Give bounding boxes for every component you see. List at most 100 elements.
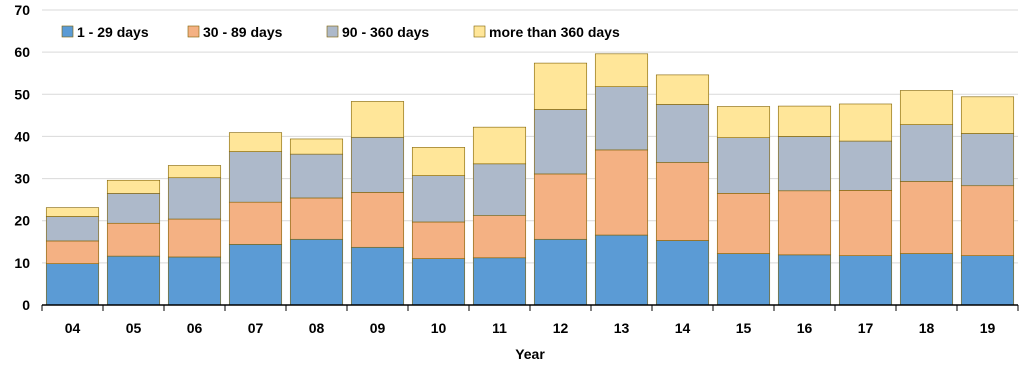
bar-segment: [228, 151, 283, 203]
bar-segment: [472, 163, 527, 216]
bar-segment: [45, 216, 100, 242]
legend-label: more than 360 days: [489, 24, 620, 40]
x-tick-label: 18: [919, 320, 935, 336]
legend: 1 - 29 days 30 - 89 days 90 - 360 days more…: [61, 24, 620, 40]
bars: [45, 53, 1015, 306]
bar-segment: [716, 193, 771, 254]
legend-label: 30 - 89 days: [203, 24, 283, 40]
x-tick-label: 15: [736, 320, 752, 336]
bar-segment: [350, 136, 405, 193]
x-tick-label: 11: [492, 320, 507, 336]
x-tick-label: 12: [553, 320, 569, 336]
bar-segment: [655, 162, 710, 241]
bar-segment: [594, 149, 649, 236]
x-tick-label: 14: [675, 320, 691, 336]
bar-segment: [899, 124, 954, 182]
legend-label: 1 - 29 days: [77, 24, 149, 40]
y-tick-label: 0: [22, 297, 30, 313]
bar-segment: [350, 101, 405, 138]
bar-segment: [533, 62, 588, 110]
bar-segment: [45, 207, 100, 217]
x-tick-label: 05: [126, 320, 142, 336]
bar-segment: [167, 218, 222, 258]
bar-segment: [106, 179, 161, 194]
bar-segment: [167, 165, 222, 179]
x-tick-label: 10: [431, 320, 447, 336]
bar-segment: [228, 132, 283, 152]
bar-segment: [533, 109, 588, 175]
bar-segment: [838, 255, 893, 306]
bar-segment: [228, 201, 283, 245]
x-tick-label: 06: [187, 320, 203, 336]
bar-segment: [655, 240, 710, 306]
bar-segment: [960, 185, 1015, 256]
y-tick-label: 30: [14, 171, 30, 187]
bar-segment: [655, 104, 710, 163]
bar-segment: [716, 137, 771, 194]
bar-segment: [411, 175, 466, 223]
bar-segment: [472, 215, 527, 259]
bar-segment: [533, 173, 588, 240]
bar-segment: [106, 222, 161, 257]
legend-swatch: [61, 25, 74, 38]
bar-segment: [594, 234, 649, 306]
bar-segment: [777, 105, 832, 137]
legend-swatch: [326, 25, 339, 38]
y-tick-label: 20: [14, 213, 30, 229]
axes: 0 10 20 30 40 50 60 70 04 05 06 07 08 09 10 11 12 13 14 15 1…: [14, 2, 1019, 336]
bar-segment: [960, 255, 1015, 306]
bar-segment: [350, 192, 405, 248]
x-tick-label: 08: [309, 320, 325, 336]
bar-segment: [350, 246, 405, 306]
x-tick-label: 17: [858, 320, 874, 336]
bar-segment: [594, 53, 649, 88]
bar-segment: [899, 253, 954, 306]
y-tick-label: 70: [14, 2, 30, 18]
x-tick-label: 07: [248, 320, 264, 336]
bar-segment: [289, 238, 344, 306]
bar-segment: [716, 106, 771, 138]
bar-segment: [655, 74, 710, 105]
bar-segment: [289, 138, 344, 155]
bar-segment: [777, 136, 832, 192]
y-tick-label: 10: [14, 255, 30, 271]
bar-segment: [289, 153, 344, 199]
bar-segment: [411, 221, 466, 259]
bar-segment: [899, 90, 954, 125]
bar-segment: [472, 126, 527, 165]
bar-segment: [106, 193, 161, 224]
y-tick-label: 60: [14, 44, 30, 60]
bar-segment: [106, 255, 161, 306]
bar-segment: [167, 177, 222, 220]
bar-segment: [899, 181, 954, 254]
bar-segment: [777, 190, 832, 256]
bar-segment: [533, 238, 588, 306]
bar-segment: [594, 86, 649, 151]
bar-segment: [472, 257, 527, 306]
bar-segment: [838, 190, 893, 256]
bar-segment: [716, 253, 771, 306]
x-tick-label: 13: [614, 320, 630, 336]
bar-segment: [228, 244, 283, 306]
bar-segment: [777, 254, 832, 306]
bar-segment: [289, 197, 344, 240]
legend-label: 90 - 360 days: [342, 24, 429, 40]
bar-segment: [45, 240, 100, 264]
bar-segment: [411, 147, 466, 176]
bar-segment: [838, 103, 893, 142]
x-tick-label: 09: [370, 320, 386, 336]
x-tick-label: 16: [797, 320, 813, 336]
bar-segment: [838, 140, 893, 191]
bar-segment: [960, 96, 1015, 134]
bar-segment: [960, 133, 1015, 187]
bar-segment: [45, 263, 100, 306]
bar-segment: [411, 258, 466, 306]
y-tick-label: 50: [14, 86, 30, 102]
x-tick-label: 19: [980, 320, 996, 336]
x-tick-label: 04: [65, 320, 81, 336]
legend-swatch: [473, 25, 486, 38]
bar-segment: [167, 256, 222, 306]
y-tick-label: 40: [14, 128, 30, 144]
x-axis-title: Year: [515, 346, 545, 362]
